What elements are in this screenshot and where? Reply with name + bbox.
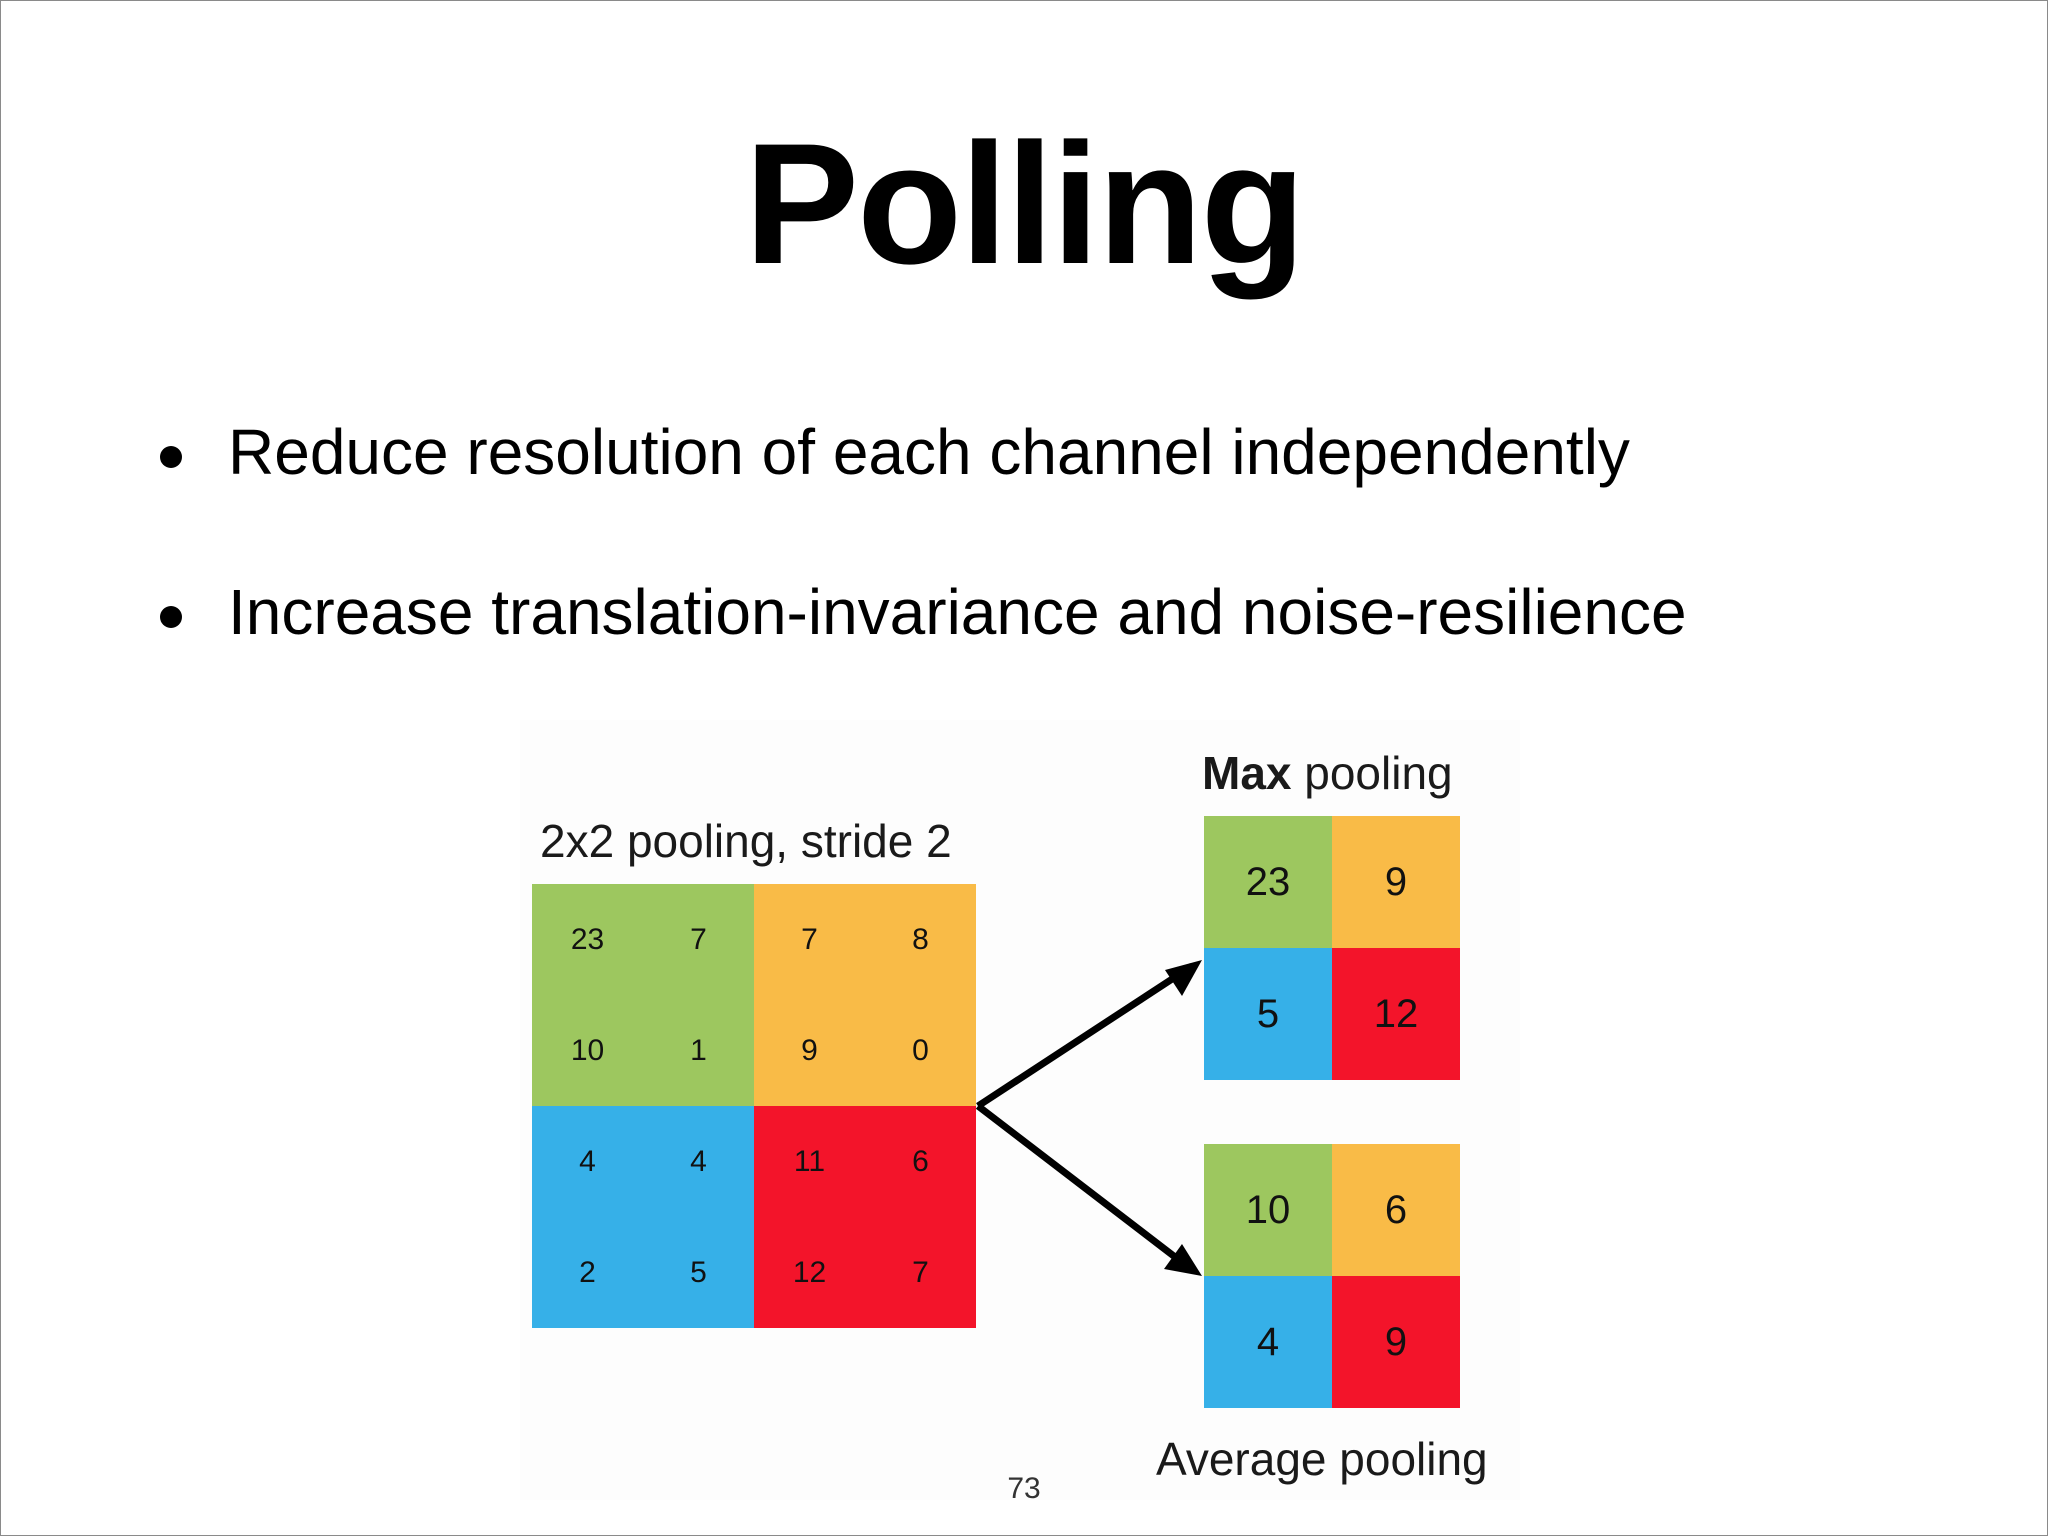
input-grid-label: 2x2 pooling, stride 2 <box>540 815 952 867</box>
bullet-dot <box>160 606 182 628</box>
input-grid-cell: 9 <box>754 995 865 1106</box>
input-grid-cell: 4 <box>532 1106 643 1217</box>
input-grid-cell: 11 <box>754 1106 865 1217</box>
bullet-dot <box>160 446 182 468</box>
arrow-head-max <box>1165 960 1202 996</box>
bullet-list: Reduce resolution of each channel indepe… <box>160 420 1687 740</box>
pooling-arrows <box>975 960 1202 1276</box>
input-grid-cell: 5 <box>643 1217 754 1328</box>
arrow-to-max <box>976 963 1194 1109</box>
bullet-item: Reduce resolution of each channel indepe… <box>160 420 1687 580</box>
pooling-figure: 2x2 pooling, stride 2 Max pooling Averag… <box>520 720 1520 1500</box>
slide-title: Polling <box>744 108 1305 300</box>
max-pooling-label-rest: pooling <box>1291 747 1453 799</box>
max-pooling-cell: 5 <box>1204 948 1332 1080</box>
input-grid: 23 7 7 8 10 1 9 0 4 4 11 6 2 5 12 7 <box>532 884 976 1328</box>
input-grid-cell: 7 <box>643 884 754 995</box>
input-grid-cell: 23 <box>532 884 643 995</box>
max-pooling-cell: 23 <box>1204 816 1332 948</box>
input-grid-cell: 0 <box>865 995 976 1106</box>
input-grid-cell: 7 <box>754 884 865 995</box>
input-grid-cell: 8 <box>865 884 976 995</box>
bullet-item: Increase translation-invariance and nois… <box>160 580 1687 740</box>
max-pooling-cell: 12 <box>1332 948 1460 1080</box>
average-pooling-cell: 6 <box>1332 1144 1460 1276</box>
average-pooling-cell: 9 <box>1332 1276 1460 1408</box>
average-pooling-label: Average pooling <box>1156 1433 1488 1485</box>
average-pooling-cell: 4 <box>1204 1276 1332 1408</box>
max-pooling-grid: 23 9 5 12 <box>1204 816 1460 1080</box>
input-grid-cell: 6 <box>865 1106 976 1217</box>
arrow-to-average <box>975 1103 1195 1273</box>
page-number: 73 <box>1007 1472 1041 1505</box>
average-pooling-cell: 10 <box>1204 1144 1332 1276</box>
input-grid-cell: 7 <box>865 1217 976 1328</box>
max-pooling-cell: 9 <box>1332 816 1460 948</box>
max-pooling-label-bold: Max <box>1202 747 1292 799</box>
input-grid-cell: 10 <box>532 995 643 1106</box>
max-pooling-label: Max pooling <box>1202 750 1453 796</box>
average-pooling-grid: 10 6 4 9 <box>1204 1144 1460 1408</box>
bullet-text: Reduce resolution of each channel indepe… <box>228 416 1630 488</box>
input-grid-cell: 2 <box>532 1217 643 1328</box>
input-grid-cell: 12 <box>754 1217 865 1328</box>
input-grid-cell: 4 <box>643 1106 754 1217</box>
arrow-head-average <box>1164 1244 1202 1276</box>
input-grid-cell: 1 <box>643 995 754 1106</box>
bullet-text: Increase translation-invariance and nois… <box>228 576 1687 648</box>
